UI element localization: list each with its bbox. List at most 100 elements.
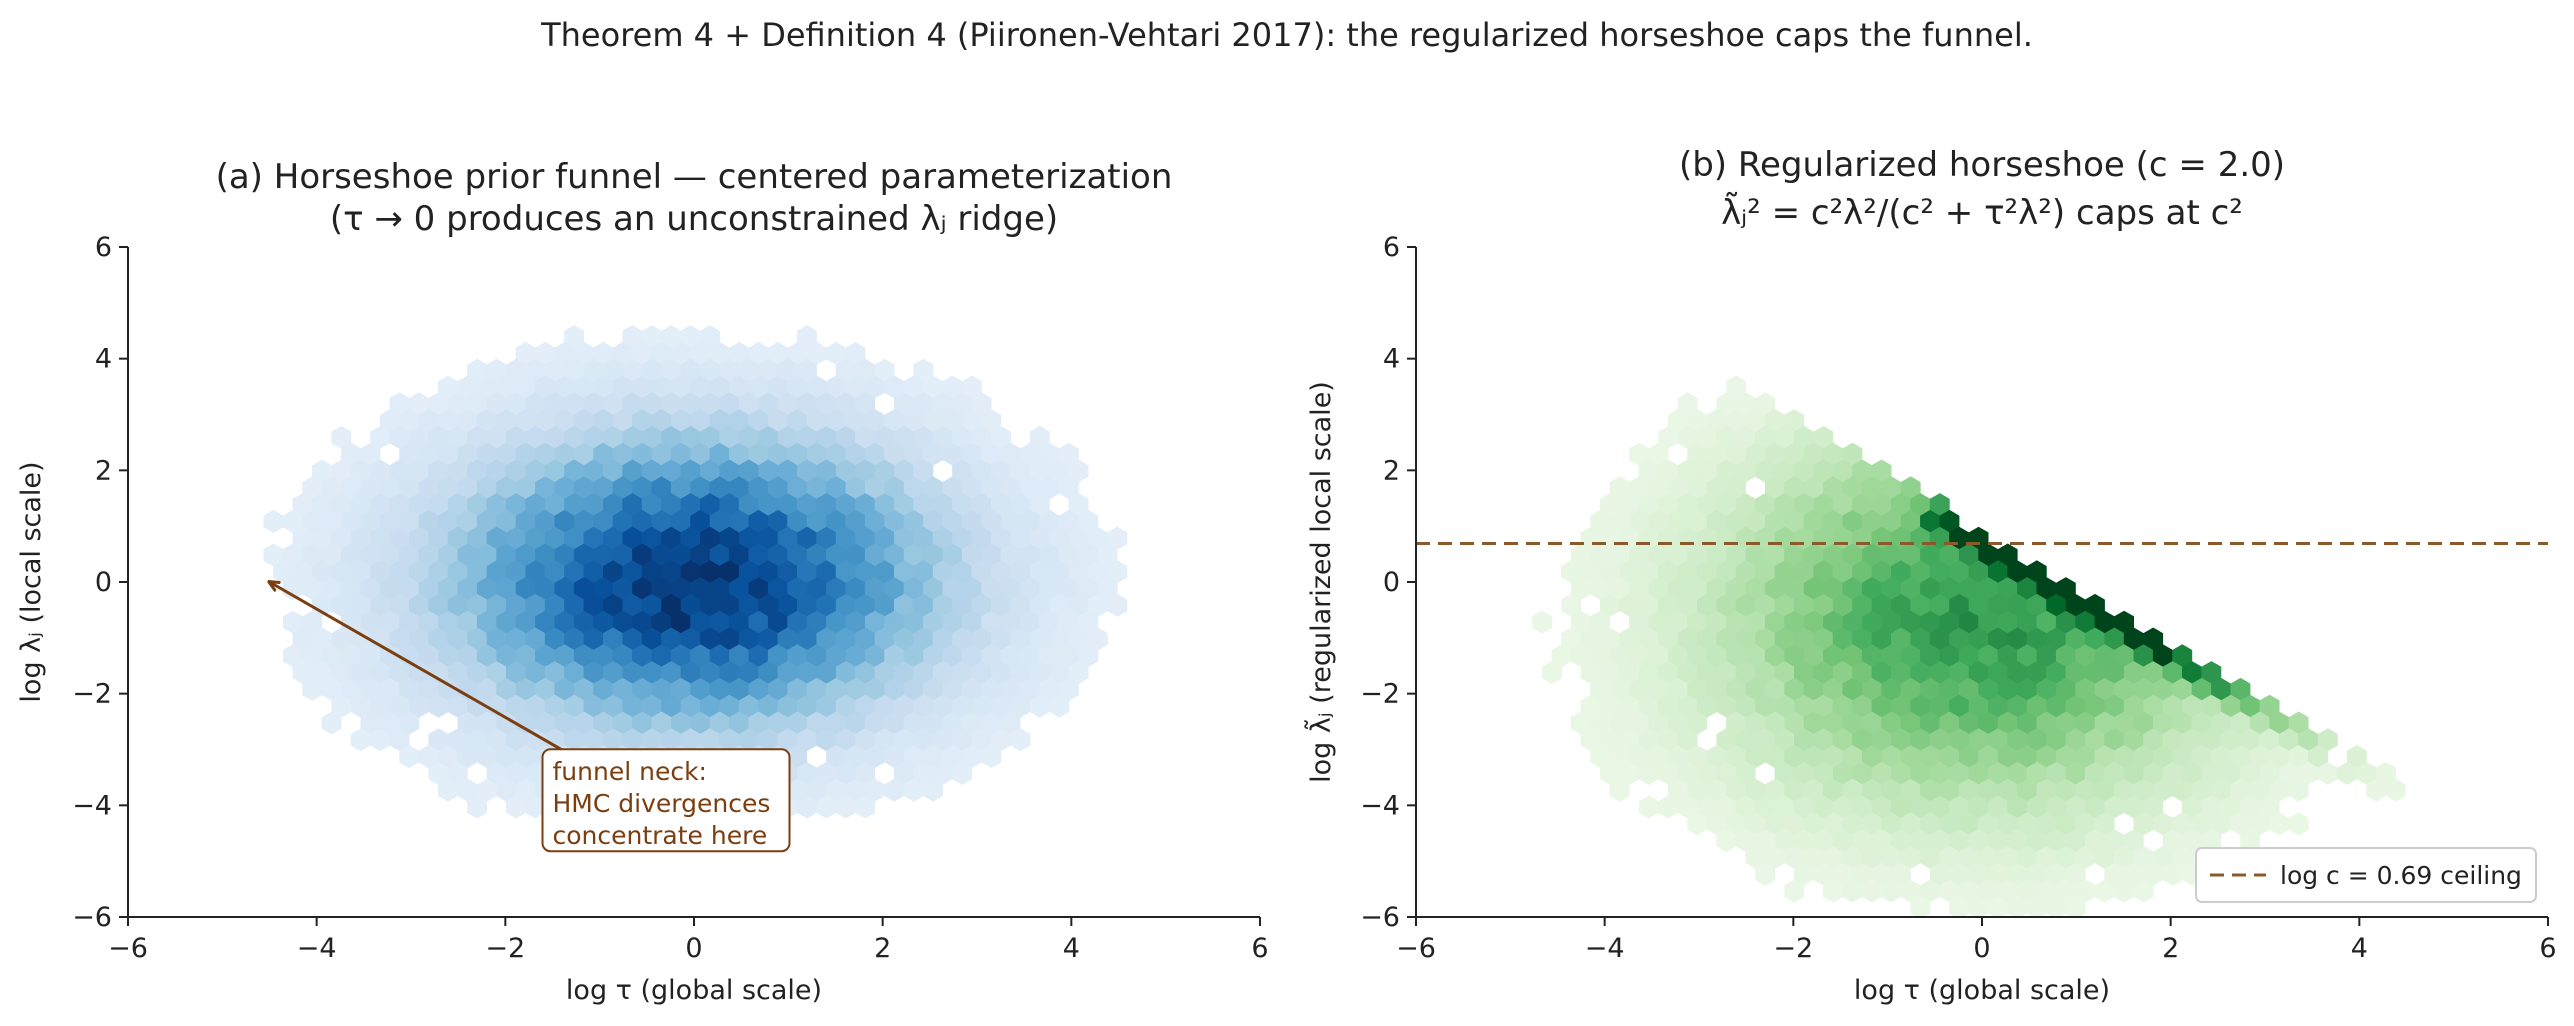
hexbin-cell — [1871, 627, 1892, 651]
hexbin-cell — [2133, 677, 2154, 701]
hexbin-cell — [486, 560, 507, 584]
hexbin-cell — [2026, 728, 2047, 752]
hexbin-cell — [1852, 560, 1873, 584]
hexbin-cell — [1609, 778, 1630, 802]
hexbin-cell — [622, 358, 643, 382]
hexbin-cell — [476, 409, 497, 433]
hexbin-cell — [1881, 677, 1902, 701]
hexbin-cell — [612, 577, 633, 601]
hexbin-cell — [1900, 509, 1921, 533]
hexbin-cell — [1968, 829, 1989, 853]
hexbin-cell — [1939, 577, 1960, 601]
hexbin-cell — [2046, 795, 2067, 819]
hexbin-cell — [1755, 862, 1776, 886]
hexbin-cell — [2104, 761, 2125, 785]
hexbin-cell — [758, 694, 779, 718]
hexbin-cell — [855, 526, 876, 550]
hexbin-cell — [1706, 543, 1727, 567]
hexbin-cell — [632, 509, 652, 533]
hexbin-cell — [680, 694, 701, 718]
hexbin-cell — [622, 694, 643, 718]
hexbin-cell — [651, 677, 672, 701]
hexbin-cell — [835, 392, 856, 416]
hexbin-cell — [2269, 745, 2290, 769]
hexbin-cell — [1774, 627, 1795, 651]
hexbin-cell — [2249, 778, 2270, 802]
hexbin-cell — [486, 761, 507, 785]
hexbin-cell — [2046, 896, 2067, 917]
hexbin-cell — [593, 711, 614, 735]
hexbin-cell — [1900, 577, 1921, 601]
hexbin-cell — [1988, 862, 2008, 886]
hexbin-cell — [961, 644, 982, 668]
hexbin-cell — [554, 577, 575, 601]
hexbin-cell — [991, 728, 1011, 752]
hexbin-cell — [1794, 627, 1814, 651]
hexbin-cell — [2075, 778, 2096, 802]
hexbin-cell — [457, 543, 478, 567]
hexbin-cell — [593, 577, 614, 601]
hexbin-cell — [2162, 728, 2183, 752]
hexbin-cell — [845, 677, 866, 701]
hexbin-cell — [1958, 845, 1979, 869]
hexbin-cell — [709, 409, 730, 433]
hexbin-cell — [1039, 644, 1060, 668]
hexbin-cell — [1910, 694, 1931, 718]
hexbin-cell — [1755, 795, 1776, 819]
hexbin-cell — [816, 526, 837, 550]
hexbin-cell — [370, 728, 391, 752]
hexbin-cell — [1745, 442, 1766, 466]
hexbin-cell — [1813, 694, 1834, 718]
hexbin-cell — [1726, 812, 1746, 836]
hexbin-cell — [2143, 661, 2164, 685]
hexbin-cell — [476, 778, 497, 802]
hexbin-cell — [1900, 677, 1921, 701]
hexbin-cell — [1861, 711, 1882, 735]
hexbin-cell — [2065, 627, 2086, 651]
hexbin-cell — [2356, 761, 2377, 785]
hexbin-cell — [2075, 879, 2096, 903]
hexbin-cell — [729, 711, 749, 735]
hexbin-cell — [1832, 694, 1853, 718]
hexbin-cell — [661, 593, 682, 617]
hexbin-cell — [1755, 627, 1776, 651]
hexbin-cell — [1978, 644, 1999, 668]
hexbin-cell — [612, 476, 633, 500]
hexbin-cell — [826, 375, 846, 399]
hexbin-cell — [777, 728, 798, 752]
hexbin-cell — [564, 661, 585, 685]
hexbin-cell — [641, 325, 662, 349]
hexbin-cell — [641, 627, 662, 651]
hexbin-cell — [1735, 459, 1756, 483]
hexbin-cell — [399, 577, 420, 601]
hexbin-cell — [884, 577, 905, 601]
hexbin-cell — [932, 493, 953, 517]
hexbin-cell — [1813, 829, 1834, 853]
hexbin-cell — [709, 711, 730, 735]
hexbin-cell — [894, 593, 914, 617]
hexbin-cell — [1968, 593, 1989, 617]
hexbin-cell — [350, 560, 371, 584]
hexbin-cell — [1677, 493, 1698, 517]
hexbin-cell — [1570, 711, 1591, 735]
hexbin-cell — [923, 543, 943, 567]
hexbin-cell — [826, 778, 846, 802]
x-tick-label: 0 — [685, 933, 702, 964]
hexbin-cell — [1861, 610, 1882, 634]
hexbin-cell — [777, 526, 798, 550]
hexbin-cell — [806, 543, 827, 567]
hexbin-cell — [758, 493, 779, 517]
hexbin-cell — [2017, 845, 2037, 869]
hexbin-cell — [457, 375, 478, 399]
hexbin-cell — [370, 627, 391, 651]
hexbin-cell — [961, 409, 982, 433]
hexbin-cell — [1638, 795, 1659, 819]
hexbin-cell — [1619, 593, 1640, 617]
hexbin-cell — [1871, 862, 1892, 886]
hexbin-cell — [1813, 761, 1834, 785]
hexbin-cell — [312, 493, 332, 517]
hexbin-cell — [1020, 509, 1040, 533]
hexbin-cell — [2007, 560, 2028, 584]
hexbin-cell — [1939, 644, 1960, 668]
hexbin-cell — [787, 778, 808, 802]
